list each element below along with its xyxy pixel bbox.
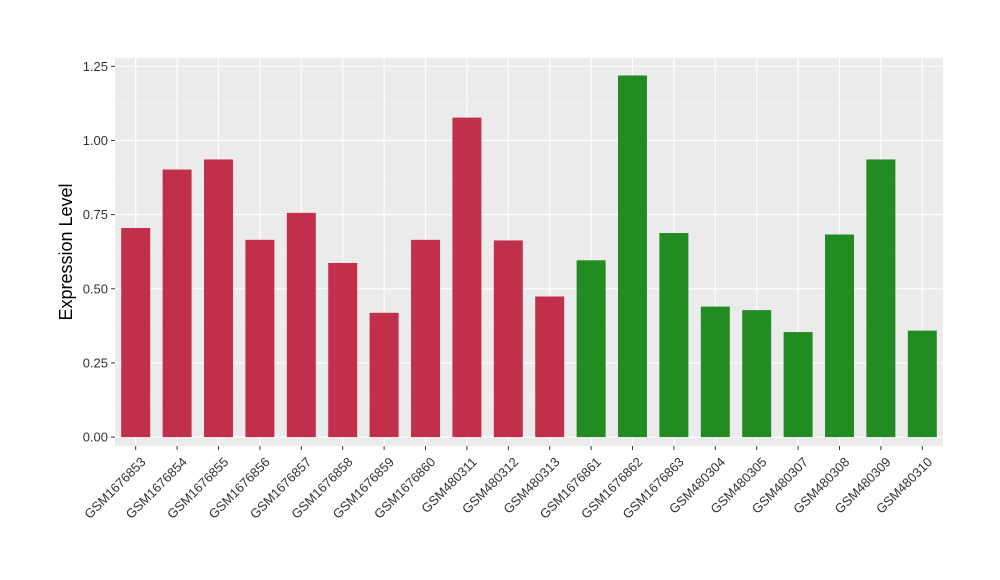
bar-GSM1676859 <box>369 312 399 438</box>
bar-GSM480308 <box>825 234 854 438</box>
bar-GSM1676854 <box>162 169 192 438</box>
y-axis: 0.00 0.25 0.50 0.75 1.00 1.25 <box>83 59 115 445</box>
bar-GSM1676858 <box>328 262 358 438</box>
bar-GSM480304 <box>700 306 730 438</box>
bar-GSM1676853 <box>121 227 151 438</box>
y-tick-label: 0.00 <box>83 430 108 445</box>
y-tick-label: 1.25 <box>83 59 108 74</box>
bar-GSM1676862 <box>618 75 647 438</box>
y-tick-label: 1.00 <box>83 133 108 148</box>
bar-GSM480309 <box>866 159 896 438</box>
y-tick-label: 0.50 <box>83 281 108 296</box>
bar-GSM480311 <box>452 117 482 438</box>
bar-GSM1676855 <box>204 159 233 438</box>
bars <box>121 75 937 438</box>
y-tick-label: 0.25 <box>83 355 108 370</box>
y-tick-label: 0.75 <box>83 207 108 222</box>
bar-GSM1676856 <box>245 239 275 438</box>
bar-GSM1676860 <box>411 239 440 438</box>
bar-GSM1676861 <box>576 260 606 438</box>
bar-GSM480310 <box>907 330 937 438</box>
y-axis-title: Expression Level <box>56 183 76 320</box>
bar-GSM1676857 <box>286 212 316 438</box>
bar-GSM480312 <box>493 240 523 438</box>
bar-GSM480307 <box>783 332 813 438</box>
x-axis: GSM1676853GSM1676854GSM1676855GSM1676856… <box>81 446 935 522</box>
bar-GSM1676863 <box>659 233 689 438</box>
bar-GSM480305 <box>742 310 772 438</box>
bar-GSM480313 <box>535 296 565 438</box>
